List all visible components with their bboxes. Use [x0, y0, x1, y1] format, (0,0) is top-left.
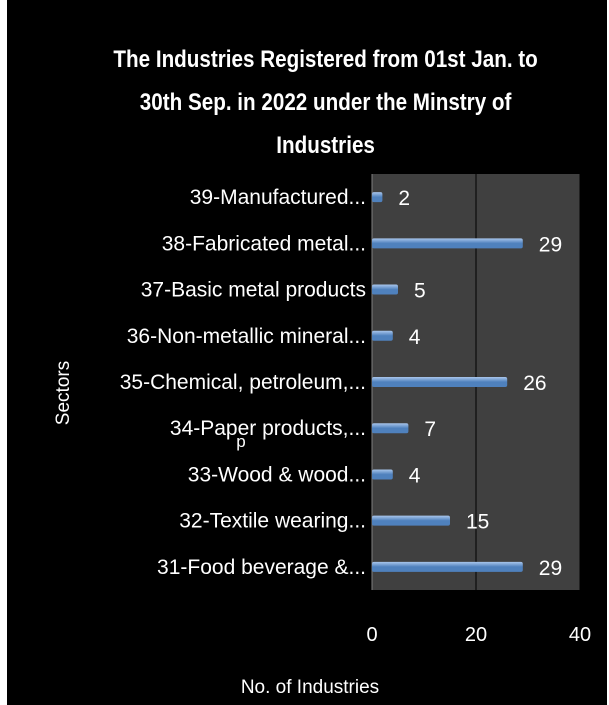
- data-label: 26: [523, 372, 546, 395]
- chart-frame: The Industries Registered from 01st Jan.…: [7, 0, 607, 705]
- category-label: 34-Paper products,...: [170, 417, 366, 440]
- bar: [372, 423, 409, 434]
- bar: [372, 515, 450, 526]
- category-label: 32-Textile wearing...: [179, 510, 366, 533]
- data-label: 4: [409, 464, 421, 487]
- x-tick-label: 40: [569, 624, 591, 646]
- category-label: 37-Basic metal products: [141, 279, 366, 302]
- y-axis-title: Sectors: [53, 361, 74, 425]
- category-label: 39-Manufactured...: [190, 186, 366, 209]
- x-tick-label: 0: [366, 624, 377, 646]
- category-label: 36-Non-metallic mineral...: [127, 325, 366, 348]
- bar: [372, 330, 393, 341]
- bar: [372, 238, 523, 249]
- x-tick-label: 20: [465, 624, 487, 646]
- data-label: 5: [414, 280, 426, 303]
- bar: [372, 192, 383, 203]
- chart-title-line-1: The Industries Registered from 01st Jan.…: [113, 46, 538, 73]
- category-label: 31-Food beverage &...: [157, 556, 366, 579]
- data-label: 7: [424, 418, 436, 441]
- chart-title-line-2: 30th Sep. in 2022 under the Minstry of: [139, 89, 512, 116]
- bar: [372, 284, 398, 295]
- bar-chart: 0 20 40 31-Food beverage &... 29 32-Textile w…: [53, 174, 591, 698]
- data-label: 29: [539, 233, 562, 256]
- data-label: 4: [409, 326, 421, 349]
- bar: [372, 377, 508, 387]
- category-label: 33-Wood & wood...: [188, 463, 366, 486]
- bar: [372, 561, 523, 572]
- chart-title: The Industries Registered from 01st Jan.…: [68, 38, 584, 167]
- stray-label: p: [236, 432, 245, 451]
- chart-title-line-3: Industries: [276, 132, 375, 159]
- category-label: 35-Chemical, petroleum,...: [120, 371, 366, 394]
- category-label: 38-Fabricated metal...: [162, 232, 366, 255]
- bar: [372, 469, 393, 480]
- data-label: 2: [398, 187, 410, 210]
- x-axis-title: No. of Industries: [241, 677, 379, 698]
- data-label: 29: [539, 557, 562, 580]
- data-label: 15: [466, 511, 489, 534]
